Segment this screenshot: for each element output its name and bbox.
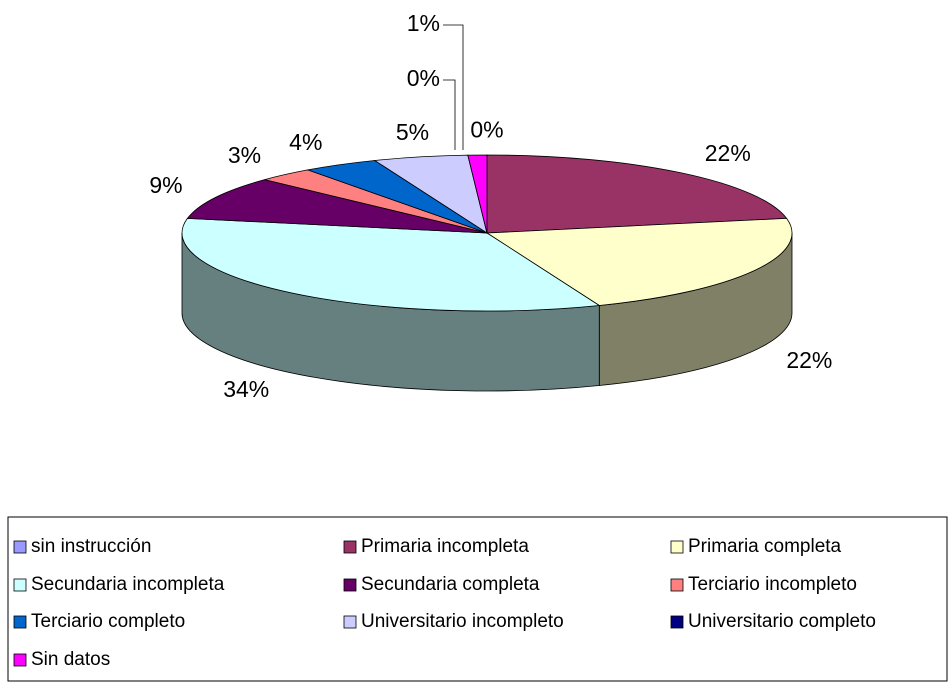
data-label: 1%	[407, 10, 440, 36]
legend-swatch	[670, 615, 684, 629]
legend-swatch	[13, 615, 27, 629]
slice	[181, 217, 601, 312]
leader-line	[443, 79, 456, 150]
legend-swatch	[670, 540, 684, 554]
slice	[186, 179, 488, 234]
legend-label: Sin datos	[31, 649, 110, 670]
legend-swatch	[343, 615, 357, 629]
data-label: 22%	[786, 347, 832, 373]
legend-swatch	[13, 578, 27, 592]
data-label: 5%	[396, 119, 429, 145]
slice	[486, 154, 788, 234]
data-label: 9%	[149, 172, 182, 198]
legend-label: Secundaria completa	[361, 574, 540, 595]
leader-line	[443, 24, 464, 150]
legend-label: Primaria incompleta	[361, 536, 529, 557]
slice	[485, 217, 793, 306]
legend-label: Terciario incompleto	[688, 574, 857, 595]
data-label: 4%	[289, 129, 322, 155]
legend-box	[7, 516, 948, 682]
data-label: 0%	[407, 65, 440, 91]
legend-swatch	[13, 653, 27, 667]
legend-swatch	[343, 578, 357, 592]
legend-swatch	[13, 540, 27, 554]
data-label: 34%	[223, 376, 269, 402]
slice	[467, 154, 488, 234]
legend-label: sin instrucción	[31, 536, 151, 557]
legend-label: Primaria completa	[688, 536, 842, 557]
legend-label: Universitario incompleto	[361, 611, 564, 632]
legend-swatch	[343, 540, 357, 554]
data-label: 3%	[228, 142, 261, 168]
legend-label: Universitario completo	[688, 611, 876, 632]
legend-label: Terciario completo	[31, 611, 185, 632]
legend-swatch	[670, 578, 684, 592]
data-label: 0%	[470, 117, 503, 143]
legend-label: Secundaria incompleta	[31, 574, 225, 595]
data-label: 22%	[705, 140, 751, 166]
